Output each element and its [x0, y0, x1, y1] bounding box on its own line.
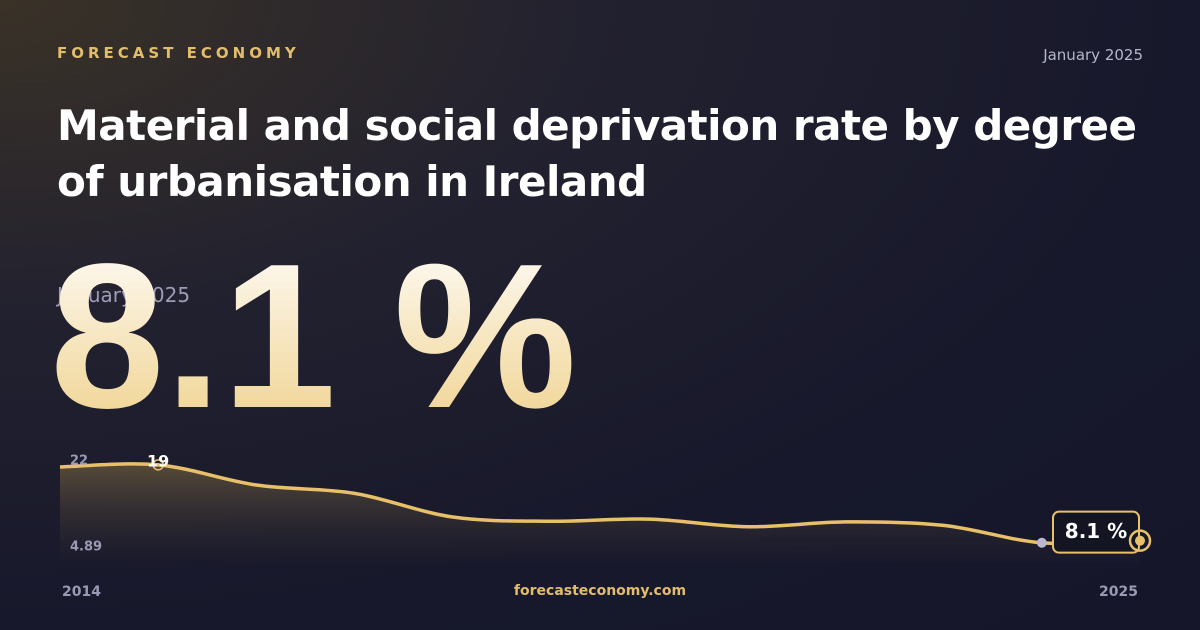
area-fill: [60, 463, 1140, 565]
chart-title: Material and social deprivation rate by …: [57, 101, 1137, 206]
line: [59, 462, 1141, 546]
end-marker-ring: [1128, 529, 1152, 552]
x-tick-label: 2014: [62, 584, 101, 600]
x-tick-label: 2025: [1099, 584, 1138, 600]
end-marker: [1135, 535, 1145, 546]
point-marker: [1036, 537, 1047, 548]
headline-date: January 2025: [57, 283, 190, 307]
headline-value: 8.1 %: [50, 221, 577, 451]
y-tick-label: 22: [70, 454, 88, 469]
value-label: 8.1 %: [1065, 519, 1127, 543]
date: January 2025: [1043, 46, 1143, 64]
footer: forecasteconomy.com: [513, 583, 687, 599]
value-label: 19: [147, 451, 169, 470]
point-marker: [152, 459, 164, 471]
value-label-box: [1052, 510, 1140, 554]
y-tick-label: 4.89: [70, 540, 102, 555]
brand: FORECAST ECONOMY: [57, 44, 300, 62]
